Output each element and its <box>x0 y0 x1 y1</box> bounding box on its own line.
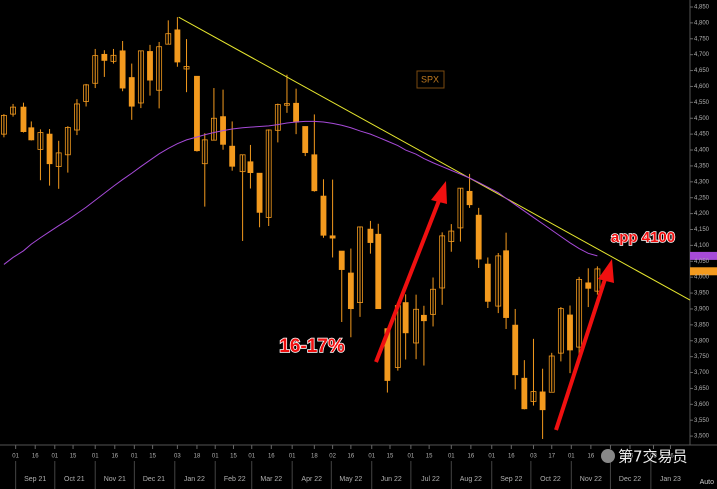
x-tick-label: 01 <box>12 454 19 460</box>
x-tick-label: 01 <box>408 454 415 460</box>
y-tick-label: 4,100 <box>694 243 710 249</box>
x-tick-label: 16 <box>588 454 595 460</box>
y-tick-label: 4,150 <box>694 227 710 233</box>
y-tick-label: 4,300 <box>694 179 710 185</box>
y-tick-label: 4,450 <box>694 132 710 138</box>
x-tick-label: 15 <box>387 454 394 460</box>
x-tick-label: 16 <box>468 454 475 460</box>
scale-mode: Auto <box>700 479 715 486</box>
month-label: Sep 22 <box>500 476 522 483</box>
y-tick-label: 4,550 <box>694 100 710 106</box>
month-label: May 22 <box>339 476 362 483</box>
month-label: Jan 23 <box>660 476 681 483</box>
x-tick-label: 15 <box>70 454 77 460</box>
y-tick-label: 3,750 <box>694 354 710 360</box>
x-tick-label: 16 <box>32 454 39 460</box>
x-tick-label: 18 <box>194 454 201 460</box>
month-label: Oct 22 <box>540 476 561 483</box>
watermark-icon <box>601 449 615 463</box>
y-tick-label: 3,850 <box>694 322 710 328</box>
title-box <box>416 70 445 89</box>
x-tick-label: 16 <box>667 454 674 460</box>
y-tick-label: 4,800 <box>694 20 710 26</box>
x-tick-label: 17 <box>548 454 555 460</box>
arrow-line <box>554 275 608 431</box>
y-tick-label: 4,700 <box>694 52 710 58</box>
month-label: Oct 21 <box>64 476 85 483</box>
x-tick-label: 15 <box>230 454 237 460</box>
y-tick-label: 3,650 <box>694 386 710 392</box>
month-label: Dec 22 <box>619 476 641 483</box>
x-tick-label: 16 <box>508 454 515 460</box>
moving-average <box>3 120 598 265</box>
y-tick-label: 4,350 <box>694 163 710 169</box>
arrow-head <box>431 181 447 204</box>
arrow-head <box>598 259 614 283</box>
arrows <box>374 181 614 431</box>
month-label: Dec 21 <box>143 476 165 483</box>
x-tick-label: 16 <box>268 454 275 460</box>
x-tick-label: 16 <box>348 454 355 460</box>
month-label: Jul 22 <box>421 476 440 483</box>
y-tick-label: 4,050 <box>694 259 710 265</box>
annotation: app 4100 <box>611 229 675 246</box>
x-tick-label: 16 <box>111 454 118 460</box>
y-tick-label: 4,650 <box>694 68 710 74</box>
month-label: Nov 22 <box>580 476 602 483</box>
y-tick-label: 4,000 <box>694 275 710 281</box>
y-tick-label: 4,850 <box>694 5 710 11</box>
annotation: 16-17% <box>279 336 345 357</box>
x-tick-label: 03 <box>174 454 181 460</box>
x-tick-label: 01 <box>568 454 575 460</box>
arrow-line <box>374 197 442 363</box>
x-tick-label: 01 <box>92 454 99 460</box>
x-tick-label: 01 <box>248 454 255 460</box>
x-tick-label: 01 <box>131 454 138 460</box>
x-tick-label: 02 <box>329 454 336 460</box>
y-tick-label: 4,250 <box>694 195 710 201</box>
x-tick-label: 01 <box>488 454 495 460</box>
month-label: Mar 22 <box>260 476 282 483</box>
y-tick-label: 3,900 <box>694 307 710 313</box>
y-tick-label: 4,500 <box>694 116 710 122</box>
x-tick-label: 01 <box>448 454 455 460</box>
chart-title: SPX <box>421 74 439 84</box>
x-tick-label: 03 <box>530 454 537 460</box>
month-label: Apr 22 <box>301 476 322 483</box>
y-tick-label: 3,800 <box>694 338 710 344</box>
month-label: Aug 22 <box>460 476 482 483</box>
month-label: Feb 22 <box>224 476 246 483</box>
y-tick-label: 4,600 <box>694 84 710 90</box>
y-tick-label: 3,500 <box>694 434 710 440</box>
x-tick-label: 16 <box>627 454 634 460</box>
last-value-box <box>690 267 717 276</box>
x-tick-label: 03 <box>650 454 657 460</box>
y-tick-label: 3,600 <box>694 402 710 408</box>
y-tick-label: 4,200 <box>694 211 710 217</box>
x-tick-label: 01 <box>368 454 375 460</box>
x-tick-label: 01 <box>51 454 58 460</box>
month-label: Jun 22 <box>381 476 402 483</box>
x-tick-label: 01 <box>289 454 296 460</box>
x-tick-label: 18 <box>311 454 318 460</box>
last-value-box <box>690 251 717 260</box>
month-label: Nov 21 <box>104 476 126 483</box>
x-tick-label: 01 <box>212 454 219 460</box>
month-label: Jan 22 <box>184 476 205 483</box>
y-tick-label: 4,400 <box>694 148 710 154</box>
x-tick-label: 15 <box>426 454 433 460</box>
month-label: Sep 21 <box>24 476 46 483</box>
y-tick-label: 3,700 <box>694 370 710 376</box>
y-tick-label: 4,750 <box>694 36 710 42</box>
x-tick-label: 15 <box>149 454 156 460</box>
y-tick-label: 3,950 <box>694 291 710 297</box>
trendline <box>178 16 691 301</box>
y-tick-label: 3,550 <box>694 418 710 424</box>
watermark: 第7交易员 <box>618 448 688 466</box>
